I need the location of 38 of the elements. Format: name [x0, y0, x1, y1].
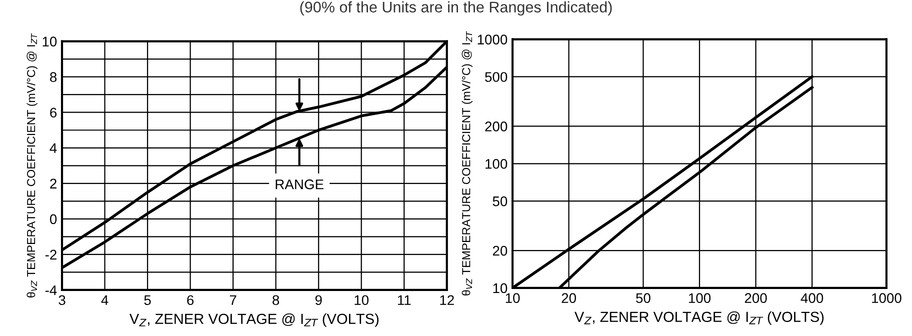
chart-subtitle: (90% of the Units are in the Ranges Indicated)	[300, 1, 612, 16]
x-tick-label: 400	[800, 293, 824, 304]
y-tick-label: 6	[50, 108, 57, 118]
y-tick-label: 4	[50, 143, 57, 153]
y-tick-label: 10	[42, 36, 57, 46]
y-tick-label: 10	[493, 283, 508, 294]
x-tick-label: 7	[230, 295, 236, 305]
x-tick-label: 9	[315, 295, 322, 306]
y-tick-label: -4	[45, 285, 57, 295]
y-axis-title: θ$_{VZ}$ TEMPERATURE COEFFICIENT (mV/°C) @ I$_{ZT}$	[26, 33, 38, 298]
x-tick-label: 200	[744, 293, 767, 304]
y-tick-label: 500	[485, 72, 508, 82]
x-tick-label: 10	[506, 293, 520, 304]
x-tick-label: 1000	[872, 293, 902, 304]
y-tick-label: 200	[485, 122, 508, 132]
x-tick-label: 20	[562, 293, 576, 304]
y-axis-title: θ$_{VZ}$ TEMPERATURE COEFFICIENT (mV/°C) @ I$_{ZT}$	[462, 31, 473, 296]
y-tick-label: -2	[45, 250, 56, 260]
y-tick-label: 20	[492, 246, 508, 256]
x-tick-label: 4	[101, 295, 108, 305]
y-tick-label: 100	[486, 158, 508, 169]
x-tick-label: 11	[398, 295, 411, 305]
x-tick-label: 12	[440, 295, 454, 305]
y-tick-label: 50	[492, 196, 508, 206]
x-tick-label: 5	[144, 295, 151, 306]
x-axis-title: V$_{Z}$, ZENER VOLTAGE @ I$_{ZT}$ (VOLTS)	[129, 313, 379, 327]
x-tick-label: 8	[272, 295, 280, 306]
y-tick-label: 8	[50, 72, 57, 82]
x-tick-label: 6	[187, 295, 194, 306]
y-tick-label: 1000	[478, 34, 508, 44]
x-tick-label: 3	[58, 295, 66, 306]
y-tick-label: 2	[50, 178, 56, 188]
x-axis-title: V$_{Z}$, ZENER VOLTAGE @ I$_{ZT}$ (VOLTS)	[574, 311, 824, 325]
x-tick-label: 10	[354, 295, 369, 306]
y-tick-label: 0	[50, 214, 57, 224]
x-tick-label: 50	[636, 293, 650, 304]
x-tick-label: 100	[688, 293, 711, 304]
annotation: RANGE	[276, 179, 324, 190]
